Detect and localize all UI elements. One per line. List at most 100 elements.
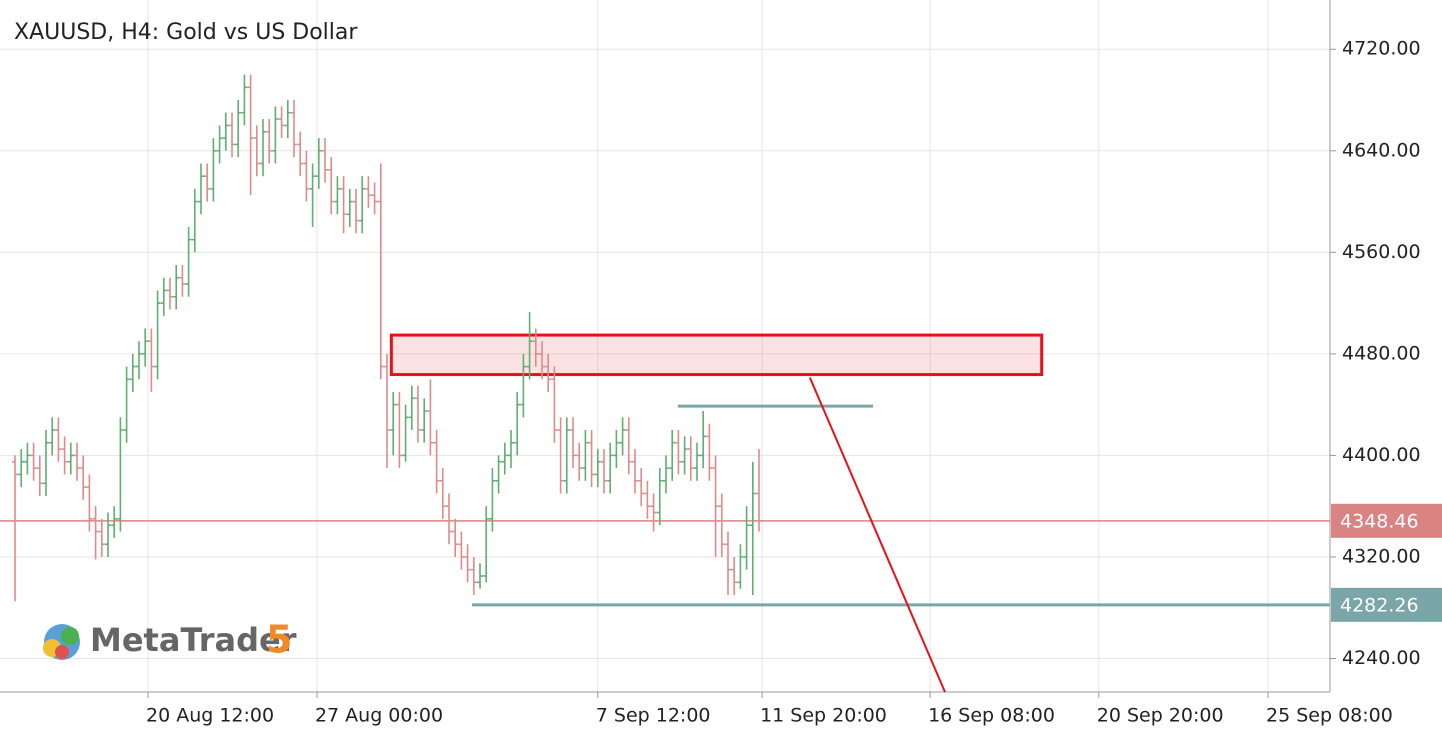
ohlc-bar [681, 436, 688, 475]
ohlc-bar [644, 480, 651, 519]
ohlc-bar [86, 474, 93, 532]
ohlc-bar [396, 391, 403, 469]
ohlc-bar [520, 353, 527, 418]
ohlc-bar [687, 436, 694, 481]
ohlc-bar [55, 417, 62, 462]
ohlc-bar [216, 125, 223, 164]
ohlc-bar [464, 544, 471, 583]
y-tick-label: 4720.00 [1342, 38, 1421, 60]
ohlc-bar [638, 468, 645, 507]
trend-line [808, 377, 946, 693]
brand-version: 5 [266, 618, 292, 662]
zone [389, 333, 1044, 377]
ohlc-bar [173, 265, 180, 310]
ohlc-bar [483, 506, 490, 583]
ohlc-bar [352, 188, 359, 234]
ohlc-bar [315, 138, 322, 189]
ohlc-bar [445, 493, 452, 545]
x-tick-label: 27 Aug 00:00 [315, 705, 443, 727]
ohlc-bar [613, 430, 620, 469]
ohlc-bar [619, 417, 626, 456]
ohlc-bar [724, 531, 731, 596]
ohlc-bar [427, 379, 434, 456]
ohlc-bar [538, 341, 545, 380]
ohlc-bar [210, 138, 217, 202]
ohlc-bar [576, 442, 583, 481]
ohlc-bar [582, 430, 589, 481]
ohlc-bar [30, 442, 37, 481]
ohlc-bar [24, 442, 31, 475]
ohlc-bar [421, 398, 428, 443]
ohlc-bar [569, 417, 576, 469]
ohlc-bar [61, 436, 68, 475]
ohlc-bar [514, 391, 521, 456]
ohlc-bar [532, 328, 539, 367]
ohlc-bar [129, 353, 136, 392]
ohlc-bar [607, 442, 614, 494]
ohlc-bar [545, 353, 552, 392]
x-tick-label: 25 Sep 08:00 [1266, 705, 1393, 727]
ohlc-bar [67, 442, 74, 475]
ohlc-bar [557, 417, 564, 494]
ohlc-bar [154, 290, 161, 380]
ohlc-bar [309, 163, 316, 227]
ohlc-bar [526, 311, 533, 380]
ohlc-bar [390, 391, 397, 456]
price-label-bg [1331, 503, 1442, 538]
price-label: 4348.46 [1340, 510, 1419, 532]
ohlc-bar [136, 341, 143, 380]
ohlc-bar [297, 131, 304, 177]
ohlc-bar [123, 366, 130, 443]
y-tick-label: 4480.00 [1342, 342, 1421, 364]
y-tick-label: 4640.00 [1342, 139, 1421, 161]
ohlc-bar [489, 468, 496, 532]
chart-title: XAUUSD, H4: Gold vs US Dollar [14, 20, 358, 45]
ohlc-bar [36, 455, 43, 497]
ohlc-bar [98, 518, 105, 557]
x-tick-label: 7 Sep 12:00 [596, 705, 711, 727]
ohlc-bar [551, 366, 558, 443]
ohlc-bar [43, 430, 50, 497]
ohlc-bar [594, 449, 601, 488]
x-tick-label: 20 Aug 12:00 [146, 705, 274, 727]
ohlc-bar [675, 430, 682, 475]
ohlc-bar [476, 563, 483, 589]
ohlc-bar [74, 442, 81, 481]
ohlc-bar [377, 163, 384, 380]
y-tick-label: 4560.00 [1342, 241, 1421, 263]
ohlc-bar [408, 385, 415, 431]
ohlc-bar [12, 455, 19, 602]
ohlc-bar [470, 556, 477, 596]
ohlc-bar [669, 430, 676, 481]
ohlc-bar [501, 442, 508, 475]
ohlc-bar [241, 74, 248, 126]
ohlc-bar [204, 163, 211, 202]
y-tick-label: 4320.00 [1342, 545, 1421, 567]
ohlc-bar [111, 506, 118, 538]
ohlc-bar [706, 423, 713, 481]
ohlc-bar [414, 385, 421, 443]
ohlc-bar [731, 556, 738, 596]
price-label: 4282.26 [1340, 594, 1419, 616]
ohlc-bar [167, 277, 174, 310]
ohlc-bar [749, 461, 756, 596]
ohlc-bar [600, 449, 607, 494]
ohlc-bar [303, 150, 310, 202]
ohlc-bar [439, 468, 446, 519]
ohlc-bar [185, 226, 192, 297]
ohlc-bar [284, 100, 291, 139]
ohlc-bar [346, 188, 353, 227]
ohlc-bar [160, 277, 167, 316]
x-tick-label: 20 Sep 20:00 [1097, 705, 1224, 727]
ohlc-bar [290, 100, 297, 158]
ohlc-bar [179, 265, 186, 297]
y-tick-label: 4400.00 [1342, 444, 1421, 466]
y-tick-label: 4240.00 [1342, 647, 1421, 669]
ohlc-bar [743, 506, 750, 570]
price-label-bg [1331, 587, 1442, 622]
ohlc-bar [656, 468, 663, 526]
ohlc-bar [359, 176, 366, 234]
ohlc-bar [148, 328, 155, 392]
ohlc-bar [321, 138, 328, 183]
